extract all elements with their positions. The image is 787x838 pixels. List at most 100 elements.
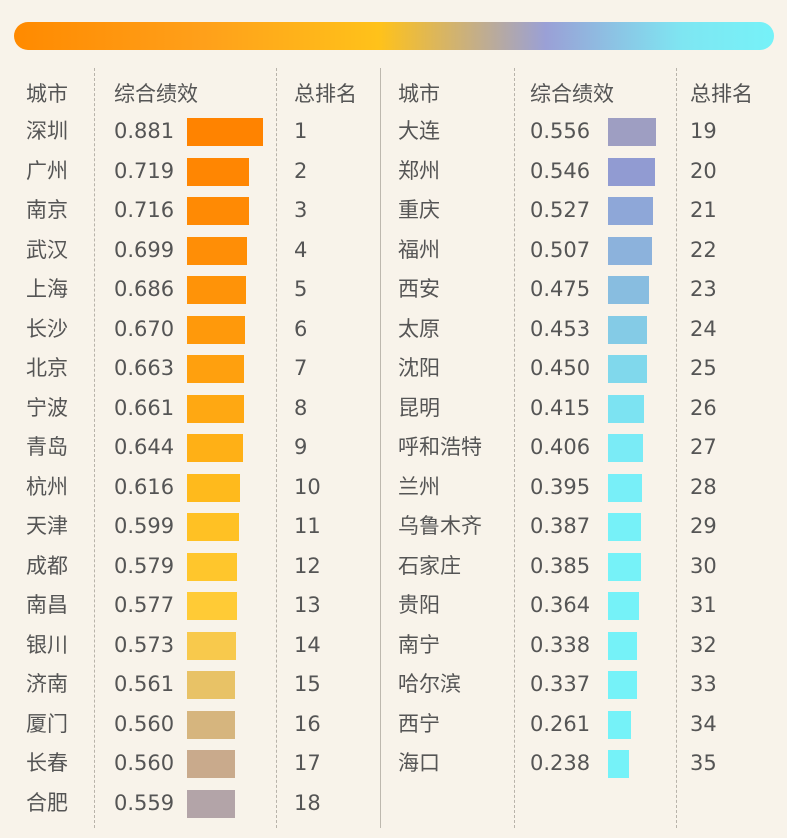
score-value: 0.661 [114, 395, 175, 420]
table-row: 西宁 0.261 34 [380, 705, 774, 745]
rank-value: 26 [690, 395, 717, 420]
score-value: 0.507 [530, 237, 591, 262]
score-value: 0.453 [530, 316, 591, 341]
score-value: 0.699 [114, 237, 175, 262]
score-bar [187, 710, 235, 739]
rank-value: 12 [294, 553, 321, 578]
score-value: 0.644 [114, 435, 175, 459]
rank-value: 29 [690, 514, 717, 538]
rank-value: 13 [294, 593, 321, 617]
score-bar [608, 355, 647, 383]
rank-value: 23 [690, 277, 717, 301]
score-bar [187, 197, 249, 225]
score-bar [608, 118, 656, 146]
table-row: 厦门 0.560 16 [14, 705, 380, 745]
rank-value: 21 [690, 198, 717, 222]
column-divider [94, 68, 95, 828]
score-value: 0.406 [530, 435, 591, 459]
table-left-half: 城市 综合绩效 总排名 深圳 0.881 1 广州 0.719 2 南京 0.716 3 武汉 0.… [14, 68, 380, 828]
score-value: 0.338 [530, 632, 591, 657]
score-value: 0.527 [530, 198, 591, 222]
score-bar [187, 276, 246, 304]
score-value: 0.261 [530, 711, 591, 736]
city-name: 西宁 [398, 711, 440, 736]
column-divider [514, 68, 515, 828]
score-bar [187, 750, 235, 778]
score-value: 0.546 [530, 158, 591, 183]
score-bar [608, 631, 637, 660]
city-name: 成都 [26, 553, 68, 578]
city-name: 郑州 [398, 158, 440, 183]
score-bar [608, 434, 643, 462]
score-value: 0.719 [114, 158, 175, 183]
rank-value: 5 [294, 277, 308, 301]
table-row: 乌鲁木齐 0.387 29 [380, 507, 774, 547]
table-row: 济南 0.561 15 [14, 665, 380, 705]
table-row: 天津 0.599 11 [14, 507, 380, 547]
score-bar [608, 552, 641, 581]
city-name: 上海 [26, 277, 68, 301]
table-row: 武汉 0.699 4 [14, 231, 380, 271]
performance-table: 城市 综合绩效 总排名 深圳 0.881 1 广州 0.719 2 南京 0.716 3 武汉 0.… [14, 68, 774, 828]
rank-value: 34 [690, 711, 717, 736]
table-row: 海口 0.238 35 [380, 744, 774, 784]
score-bar [187, 552, 237, 581]
score-value: 0.716 [114, 198, 175, 222]
table-row: 杭州 0.616 10 [14, 468, 380, 508]
score-bar [187, 355, 244, 383]
city-name: 兰州 [398, 474, 440, 499]
city-name: 太原 [398, 316, 440, 341]
rank-value: 4 [294, 237, 308, 262]
score-bar [187, 434, 243, 462]
city-name: 呼和浩特 [398, 435, 482, 459]
table-row: 呼和浩特 0.406 27 [380, 428, 774, 468]
score-bar [187, 315, 245, 344]
score-bar [608, 710, 631, 739]
city-name: 海口 [398, 751, 440, 775]
score-bar [608, 315, 647, 344]
city-name: 长沙 [26, 316, 68, 341]
rank-value: 27 [690, 435, 717, 459]
table-row: 北京 0.663 7 [14, 349, 380, 389]
table-row: 太原 0.453 24 [380, 310, 774, 350]
rank-value: 19 [690, 119, 717, 143]
score-value: 0.560 [114, 711, 175, 736]
header-score: 综合绩效 [114, 82, 198, 106]
header-rank: 总排名 [294, 82, 357, 106]
table-row: 哈尔滨 0.337 33 [380, 665, 774, 705]
rank-value: 15 [294, 672, 321, 696]
city-name: 贵阳 [398, 593, 440, 617]
city-name: 北京 [26, 356, 68, 380]
rank-value: 10 [294, 474, 321, 499]
city-name: 银川 [26, 632, 68, 657]
score-bar [187, 631, 236, 660]
table-row: 长沙 0.670 6 [14, 310, 380, 350]
score-value: 0.415 [530, 395, 591, 420]
score-bar [608, 236, 652, 265]
score-bar [187, 513, 239, 541]
rank-value: 9 [294, 435, 308, 459]
rank-value: 30 [690, 553, 717, 578]
score-value: 0.560 [114, 751, 175, 775]
rank-value: 14 [294, 632, 321, 657]
table-row: 贵阳 0.364 31 [380, 586, 774, 626]
score-bar [187, 118, 263, 146]
table-row: 西安 0.475 23 [380, 270, 774, 310]
city-name: 济南 [26, 672, 68, 696]
score-bar [187, 671, 235, 699]
score-bar [187, 236, 247, 265]
table-row: 宁波 0.661 8 [14, 389, 380, 429]
city-name: 深圳 [26, 119, 68, 143]
header-rank: 总排名 [690, 82, 753, 106]
rank-value: 3 [294, 198, 308, 222]
score-value: 0.556 [530, 119, 591, 143]
score-bar [187, 473, 240, 502]
rank-value: 35 [690, 751, 717, 775]
table-row: 南昌 0.577 13 [14, 586, 380, 626]
score-bar [187, 789, 235, 818]
score-value: 0.337 [530, 672, 591, 696]
table-row: 重庆 0.527 21 [380, 191, 774, 231]
rank-value: 33 [690, 672, 717, 696]
table-row: 广州 0.719 2 [14, 152, 380, 192]
score-value: 0.616 [114, 474, 175, 499]
